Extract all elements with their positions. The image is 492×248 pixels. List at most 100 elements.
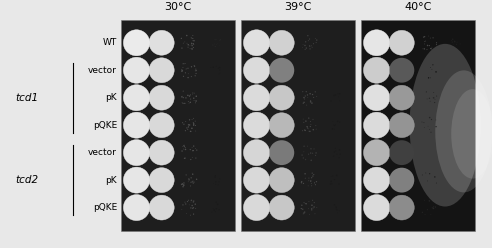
- Ellipse shape: [305, 49, 306, 50]
- Ellipse shape: [219, 178, 220, 179]
- Ellipse shape: [195, 100, 197, 102]
- Ellipse shape: [429, 200, 430, 202]
- Ellipse shape: [305, 130, 306, 131]
- Ellipse shape: [185, 203, 186, 205]
- Ellipse shape: [302, 91, 303, 92]
- Ellipse shape: [190, 94, 191, 95]
- Ellipse shape: [434, 176, 435, 178]
- Ellipse shape: [123, 167, 150, 193]
- Ellipse shape: [191, 76, 192, 77]
- Ellipse shape: [311, 209, 312, 211]
- Ellipse shape: [149, 168, 174, 192]
- Ellipse shape: [312, 153, 313, 154]
- Ellipse shape: [184, 157, 185, 159]
- Ellipse shape: [435, 70, 492, 192]
- Ellipse shape: [311, 185, 312, 186]
- Ellipse shape: [194, 65, 195, 66]
- Ellipse shape: [330, 181, 332, 182]
- Ellipse shape: [184, 149, 186, 150]
- Ellipse shape: [426, 91, 427, 93]
- Ellipse shape: [192, 157, 193, 158]
- Ellipse shape: [216, 66, 217, 67]
- Ellipse shape: [193, 213, 194, 215]
- Ellipse shape: [182, 184, 183, 185]
- Ellipse shape: [193, 123, 194, 124]
- Ellipse shape: [306, 65, 307, 66]
- Ellipse shape: [215, 101, 216, 103]
- Ellipse shape: [185, 147, 186, 148]
- Ellipse shape: [308, 180, 309, 181]
- Ellipse shape: [424, 36, 425, 37]
- Ellipse shape: [186, 43, 187, 44]
- Ellipse shape: [189, 119, 190, 121]
- Ellipse shape: [192, 43, 194, 44]
- Ellipse shape: [304, 202, 305, 203]
- Ellipse shape: [187, 47, 188, 48]
- Ellipse shape: [312, 94, 313, 95]
- Text: vector: vector: [88, 148, 117, 157]
- Ellipse shape: [307, 126, 308, 127]
- Ellipse shape: [195, 95, 197, 97]
- Ellipse shape: [187, 68, 188, 69]
- Ellipse shape: [182, 70, 183, 71]
- Ellipse shape: [303, 146, 304, 147]
- Ellipse shape: [425, 214, 426, 215]
- Ellipse shape: [309, 45, 310, 47]
- Ellipse shape: [389, 58, 414, 83]
- Ellipse shape: [195, 148, 196, 149]
- Ellipse shape: [184, 103, 185, 104]
- Ellipse shape: [149, 195, 174, 220]
- Ellipse shape: [334, 125, 335, 126]
- Text: 39°C: 39°C: [284, 2, 311, 12]
- Ellipse shape: [217, 43, 218, 44]
- Ellipse shape: [269, 58, 294, 83]
- Ellipse shape: [307, 146, 308, 147]
- Ellipse shape: [192, 150, 193, 151]
- Ellipse shape: [185, 130, 186, 131]
- Ellipse shape: [181, 96, 182, 97]
- Ellipse shape: [123, 140, 150, 166]
- Ellipse shape: [429, 45, 430, 46]
- Ellipse shape: [195, 121, 196, 122]
- Ellipse shape: [314, 202, 315, 203]
- Ellipse shape: [432, 37, 433, 38]
- Ellipse shape: [315, 38, 316, 39]
- Ellipse shape: [334, 43, 335, 44]
- Ellipse shape: [331, 38, 332, 39]
- Ellipse shape: [193, 214, 194, 215]
- Ellipse shape: [194, 203, 196, 205]
- Text: 40°C: 40°C: [404, 2, 431, 12]
- Ellipse shape: [244, 30, 270, 56]
- Ellipse shape: [305, 120, 307, 122]
- Ellipse shape: [215, 184, 216, 185]
- Ellipse shape: [303, 97, 305, 98]
- Ellipse shape: [335, 124, 336, 125]
- Ellipse shape: [430, 132, 431, 133]
- Ellipse shape: [217, 203, 218, 205]
- Ellipse shape: [311, 183, 312, 184]
- Ellipse shape: [189, 124, 190, 126]
- Ellipse shape: [195, 70, 197, 71]
- Ellipse shape: [364, 30, 390, 56]
- Ellipse shape: [313, 64, 314, 65]
- Ellipse shape: [312, 175, 313, 177]
- Ellipse shape: [302, 154, 303, 156]
- Ellipse shape: [316, 181, 317, 182]
- Ellipse shape: [303, 157, 304, 159]
- Ellipse shape: [305, 41, 307, 42]
- Ellipse shape: [269, 195, 294, 220]
- Ellipse shape: [269, 140, 294, 165]
- Ellipse shape: [436, 42, 437, 43]
- Ellipse shape: [431, 47, 432, 48]
- Ellipse shape: [331, 176, 332, 177]
- Text: pQKE: pQKE: [93, 121, 117, 130]
- Ellipse shape: [219, 40, 220, 41]
- Ellipse shape: [213, 183, 214, 184]
- Ellipse shape: [190, 215, 191, 216]
- Ellipse shape: [218, 181, 220, 183]
- Ellipse shape: [186, 68, 187, 69]
- Ellipse shape: [269, 113, 294, 138]
- Ellipse shape: [191, 48, 193, 50]
- Ellipse shape: [430, 48, 431, 49]
- Ellipse shape: [433, 97, 434, 99]
